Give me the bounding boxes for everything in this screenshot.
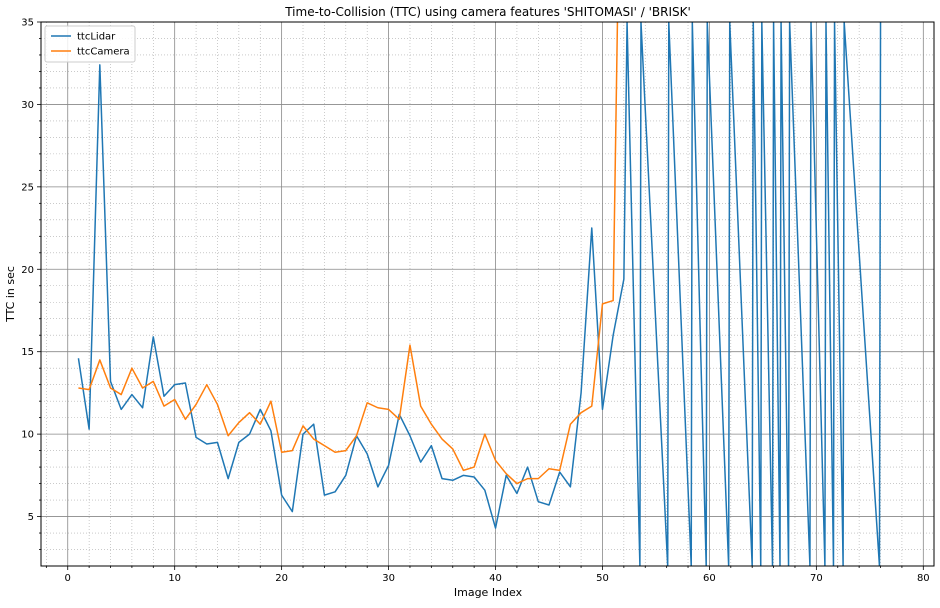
x-tick-label: 60 bbox=[703, 573, 716, 584]
y-tick-label: 25 bbox=[21, 182, 34, 193]
plot-frame bbox=[40, 21, 935, 567]
y-axis-label: TTC in sec bbox=[4, 266, 17, 323]
x-tick-label: 50 bbox=[596, 573, 609, 584]
legend: ttcLidar ttcCamera bbox=[44, 25, 136, 63]
x-axis-label: Image Index bbox=[454, 586, 523, 599]
y-tick-label: 20 bbox=[21, 265, 34, 276]
chart-title: Time-to-Collision (TTC) using camera fea… bbox=[284, 5, 691, 19]
x-tick-label: 30 bbox=[382, 573, 395, 584]
ticks-layer: 0 10 20 30 40 50 60 70 80 5 10 15 20 25 30 35 bbox=[21, 18, 929, 585]
x-tick-label: 20 bbox=[275, 573, 288, 584]
x-tick-label: 70 bbox=[810, 573, 823, 584]
x-tick-label: 80 bbox=[917, 573, 930, 584]
legend-label-ttccamera: ttcCamera bbox=[77, 47, 130, 58]
y-tick-label: 5 bbox=[28, 512, 34, 523]
legend-box bbox=[44, 25, 136, 63]
series-line-ttccamera bbox=[78, 22, 619, 485]
x-tick-label: 10 bbox=[168, 573, 181, 584]
y-tick-label: 35 bbox=[21, 18, 34, 29]
x-tick-label: 40 bbox=[489, 573, 502, 584]
y-tick-label: 15 bbox=[21, 347, 34, 358]
legend-label-ttclidar: ttcLidar bbox=[77, 32, 116, 43]
y-tick-label: 10 bbox=[21, 430, 34, 441]
x-tick-label: 0 bbox=[65, 573, 71, 584]
series-line-ttclidar bbox=[77, 22, 882, 566]
y-tick-label: 30 bbox=[21, 100, 34, 111]
series-layer bbox=[77, 22, 882, 566]
